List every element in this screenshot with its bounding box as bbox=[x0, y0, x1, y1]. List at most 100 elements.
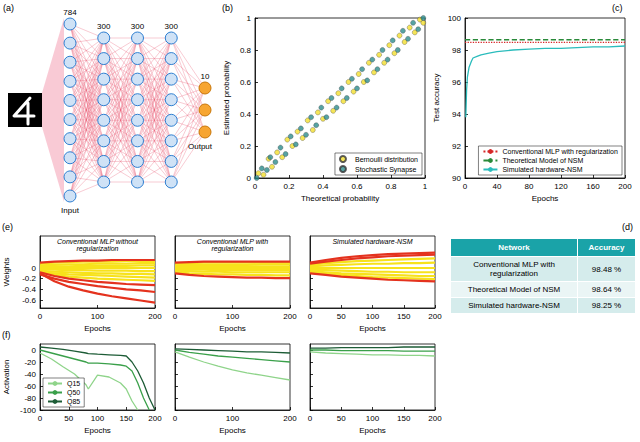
svg-text:regularization: regularization bbox=[76, 245, 118, 253]
svg-text:0.4: 0.4 bbox=[240, 110, 252, 119]
svg-text:50: 50 bbox=[337, 312, 346, 321]
svg-text:0: 0 bbox=[32, 264, 37, 273]
svg-text:Simulated hardware-NSM: Simulated hardware-NSM bbox=[332, 238, 412, 245]
svg-text:100: 100 bbox=[91, 312, 105, 321]
svg-text:Stochastic Synapse: Stochastic Synapse bbox=[355, 166, 417, 174]
svg-text:100: 100 bbox=[226, 312, 240, 321]
svg-text:Q50: Q50 bbox=[67, 389, 80, 397]
svg-text:50: 50 bbox=[337, 414, 346, 423]
svg-text:(c): (c) bbox=[612, 3, 623, 13]
svg-text:784: 784 bbox=[63, 8, 77, 17]
svg-text:80: 80 bbox=[525, 182, 534, 191]
html-text:Network: Network bbox=[498, 243, 530, 252]
svg-text:Output: Output bbox=[188, 142, 213, 151]
svg-text:1: 1 bbox=[247, 14, 252, 23]
svg-text:200: 200 bbox=[148, 414, 162, 423]
svg-text:Epochs: Epochs bbox=[84, 324, 111, 333]
svg-text:Conventional MLP with: Conventional MLP with bbox=[197, 238, 268, 245]
svg-text:Theoretical probability: Theoretical probability bbox=[301, 194, 379, 203]
svg-text:Epochs: Epochs bbox=[219, 324, 246, 333]
svg-text:300: 300 bbox=[165, 22, 179, 31]
svg-text:Conventional MLP without: Conventional MLP without bbox=[57, 238, 139, 245]
svg-text:(b): (b) bbox=[222, 3, 233, 13]
svg-text:0.6: 0.6 bbox=[240, 78, 252, 87]
svg-text:Epochs: Epochs bbox=[359, 426, 386, 435]
html-text:Conventional MLP with regulari: Conventional MLP with regularization bbox=[473, 260, 555, 278]
svg-text:200: 200 bbox=[618, 182, 632, 191]
svg-text:40: 40 bbox=[493, 182, 502, 191]
html-text:(d): (d) bbox=[622, 222, 633, 232]
svg-text:(a): (a) bbox=[3, 3, 14, 13]
svg-text:-100: -100 bbox=[20, 406, 37, 415]
svg-text:50: 50 bbox=[64, 414, 73, 423]
svg-text:Epochs: Epochs bbox=[84, 426, 111, 435]
svg-text:100: 100 bbox=[366, 414, 380, 423]
svg-text:0.2: 0.2 bbox=[283, 182, 295, 191]
svg-text:Epochs: Epochs bbox=[532, 194, 559, 203]
svg-text:Conventional MLP with regulari: Conventional MLP with regularization bbox=[502, 148, 618, 156]
svg-text:Q15: Q15 bbox=[67, 380, 80, 388]
svg-text:200: 200 bbox=[283, 312, 297, 321]
svg-text:-0.6: -0.6 bbox=[22, 296, 36, 305]
svg-text:-20: -20 bbox=[24, 358, 36, 367]
svg-text:(e): (e) bbox=[2, 222, 13, 232]
svg-text:regularization: regularization bbox=[211, 245, 253, 253]
svg-text:200: 200 bbox=[428, 414, 442, 423]
svg-text:200: 200 bbox=[283, 414, 297, 423]
svg-text:0: 0 bbox=[38, 312, 43, 321]
svg-text:0.8: 0.8 bbox=[385, 182, 397, 191]
svg-text:200: 200 bbox=[148, 312, 162, 321]
svg-text:0: 0 bbox=[173, 312, 178, 321]
svg-text:100: 100 bbox=[91, 414, 105, 423]
svg-text:150: 150 bbox=[397, 414, 411, 423]
svg-text:0.2: 0.2 bbox=[240, 142, 252, 151]
svg-text:200: 200 bbox=[428, 312, 442, 321]
svg-text:Estimated probability: Estimated probability bbox=[222, 61, 231, 135]
svg-text:98: 98 bbox=[452, 46, 461, 55]
svg-text:0: 0 bbox=[247, 174, 252, 183]
svg-text:Bernoulli distribution: Bernoulli distribution bbox=[355, 156, 418, 163]
svg-text:(f): (f) bbox=[2, 330, 11, 340]
svg-text:Q85: Q85 bbox=[67, 398, 80, 406]
svg-text:0: 0 bbox=[38, 414, 43, 423]
svg-text:120: 120 bbox=[554, 182, 568, 191]
svg-text:1: 1 bbox=[423, 182, 428, 191]
svg-text:150: 150 bbox=[120, 414, 134, 423]
svg-text:0: 0 bbox=[253, 182, 258, 191]
svg-text:-60: -60 bbox=[24, 382, 36, 391]
svg-text:90: 90 bbox=[452, 174, 461, 183]
svg-text:300: 300 bbox=[97, 22, 111, 31]
svg-text:0: 0 bbox=[308, 414, 313, 423]
svg-text:100: 100 bbox=[448, 14, 462, 23]
svg-text:0: 0 bbox=[463, 182, 468, 191]
svg-text:Epochs: Epochs bbox=[359, 324, 386, 333]
svg-text:300: 300 bbox=[131, 22, 145, 31]
svg-text:Input: Input bbox=[61, 206, 80, 215]
svg-text:Activation: Activation bbox=[2, 360, 11, 395]
svg-text:0.6: 0.6 bbox=[351, 182, 363, 191]
svg-text:-0.4: -0.4 bbox=[22, 285, 36, 294]
svg-text:160: 160 bbox=[586, 182, 600, 191]
svg-text:150: 150 bbox=[397, 312, 411, 321]
svg-text:0.4: 0.4 bbox=[317, 182, 329, 191]
svg-text:0.8: 0.8 bbox=[240, 46, 252, 55]
svg-text:-0.2: -0.2 bbox=[22, 274, 36, 283]
svg-text:96: 96 bbox=[452, 78, 461, 87]
svg-text:Epochs: Epochs bbox=[219, 426, 246, 435]
svg-text:0: 0 bbox=[32, 346, 37, 355]
svg-text:Test accuracy: Test accuracy bbox=[432, 74, 441, 123]
svg-text:92: 92 bbox=[452, 142, 461, 151]
svg-text:Simulated hardware-NSM: Simulated hardware-NSM bbox=[502, 166, 582, 173]
svg-text:-40: -40 bbox=[24, 370, 36, 379]
svg-text:-80: -80 bbox=[24, 394, 36, 403]
svg-text:100: 100 bbox=[226, 414, 240, 423]
html-text:98.48 %: 98.48 % bbox=[591, 264, 622, 274]
svg-text:0: 0 bbox=[173, 414, 178, 423]
svg-text:Weights: Weights bbox=[2, 258, 11, 287]
svg-text:94: 94 bbox=[452, 110, 461, 119]
svg-text:0: 0 bbox=[308, 312, 313, 321]
svg-text:10: 10 bbox=[201, 72, 210, 81]
svg-text:Theoretical Model of NSM: Theoretical Model of NSM bbox=[502, 157, 583, 164]
html-text:Accuracy: Accuracy bbox=[588, 243, 625, 252]
svg-text:100: 100 bbox=[366, 312, 380, 321]
